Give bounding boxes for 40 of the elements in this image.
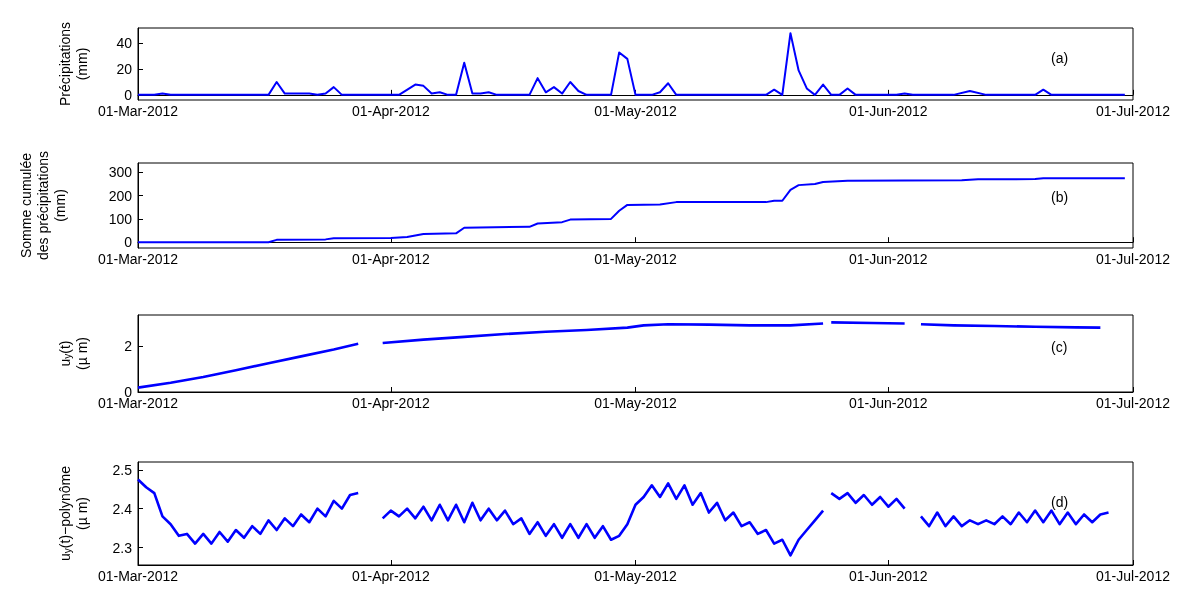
y-tick-label: 0 — [124, 86, 133, 103]
y-tick-label: 40 — [116, 35, 133, 52]
y-tick-label: 0 — [124, 384, 133, 400]
y-tick-label: 200 — [108, 187, 133, 204]
x-tick-label: 01-Jul-2012 — [1096, 103, 1171, 119]
x-tick-label: 01-Jun-2012 — [849, 395, 928, 411]
x-tick-label: 01-Mar-2012 — [97, 251, 179, 267]
y-tick-label: 100 — [108, 210, 133, 227]
annotation: (c) — [1051, 338, 1068, 355]
x-tick-label: 01-Jun-2012 — [849, 568, 928, 584]
x-tick-label: 01-May-2012 — [594, 568, 677, 584]
x-tick-label: 01-May-2012 — [594, 395, 677, 411]
x-tick-label: 01-Jun-2012 — [849, 251, 928, 267]
y-axis-title: uy(t)−polynôme (µ m) — [56, 465, 90, 561]
y-tick-label: 20 — [116, 61, 133, 78]
x-tick-label: 01-Apr-2012 — [351, 103, 430, 119]
x-tick-label: 01-Mar-2012 — [97, 568, 179, 584]
annotation: (a) — [1051, 50, 1069, 67]
y-axis-title: Précipitations (mm) — [56, 21, 90, 107]
x-tick-label: 01-May-2012 — [594, 251, 677, 267]
y-tick-label: 2.4 — [112, 500, 133, 517]
x-tick-label: 01-Apr-2012 — [351, 568, 430, 584]
y-tick-label: 0 — [124, 234, 133, 251]
y-tick-label: 2.3 — [112, 539, 133, 556]
annotation: (d) — [1051, 493, 1069, 510]
line-series — [137, 32, 1126, 96]
y-tick-label: 300 — [108, 164, 133, 181]
x-tick-label: 01-Jun-2012 — [849, 103, 928, 119]
x-tick-label: 01-Jul-2012 — [1096, 395, 1171, 411]
y-tick-label: 2 — [124, 338, 133, 355]
annotation: (b) — [1051, 189, 1069, 206]
x-tick-label: 01-Mar-2012 — [97, 103, 179, 119]
x-tick-label: 01-May-2012 — [594, 103, 677, 119]
x-tick-label: 01-Jul-2012 — [1096, 251, 1171, 267]
x-tick-label: 01-Apr-2012 — [351, 395, 430, 411]
y-axis-title: Somme cumulée des précipitations (mm) — [17, 151, 68, 260]
x-tick-label: 01-Jul-2012 — [1096, 568, 1171, 584]
y-tick-label: 2.5 — [112, 461, 133, 478]
x-tick-label: 01-Apr-2012 — [351, 251, 430, 267]
line-series — [137, 177, 1126, 244]
